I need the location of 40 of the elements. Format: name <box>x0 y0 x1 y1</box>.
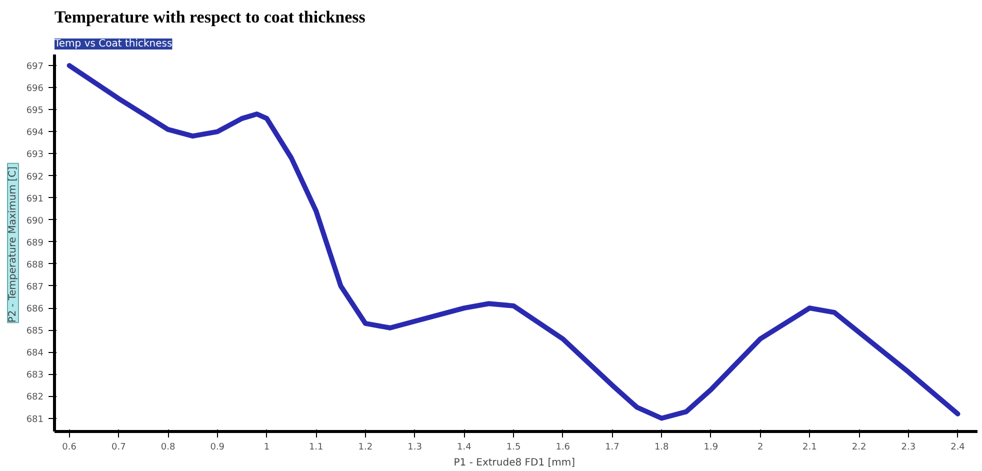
x-tick-label: 1.6 <box>556 442 570 452</box>
y-tick-label: 691 <box>26 194 44 204</box>
x-tick-label: 1.2 <box>358 442 373 452</box>
x-tick-label: 1.1 <box>308 442 324 452</box>
x-tick-label: 0.9 <box>210 442 225 452</box>
x-tick-label: 0.8 <box>160 442 176 452</box>
chart-subtitle: Temp vs Coat thickness <box>54 38 172 50</box>
x-tick-label: 2.4 <box>950 442 966 452</box>
y-axis-title: P2 - Temperature Maximum [C] <box>8 166 18 323</box>
y-tick-label: 682 <box>26 392 44 403</box>
y-tick-label: 690 <box>26 216 44 226</box>
chart-title: Temperature with respect to coat thickness <box>54 8 366 26</box>
y-tick-label: 684 <box>26 348 44 359</box>
y-tick-label: 688 <box>26 260 44 270</box>
y-tick-label: 693 <box>26 150 44 160</box>
y-tick-label: 697 <box>26 62 44 72</box>
x-tick-label: 2.2 <box>852 442 866 452</box>
y-tick-label: 683 <box>26 370 44 381</box>
x-tick-label: 2.3 <box>901 442 916 452</box>
x-tick-label: 0.7 <box>112 442 126 452</box>
x-axis-title: P1 - Extrude8 FD1 [mm] <box>454 458 576 468</box>
y-tick-label: 689 <box>26 238 44 248</box>
y-tick-label: 694 <box>26 128 44 138</box>
y-tick-label: 692 <box>26 172 44 182</box>
y-tick-label: 685 <box>26 326 44 337</box>
x-tick-label: 2.1 <box>802 442 817 452</box>
y-tick-label: 681 <box>26 414 44 425</box>
y-tick-label: 696 <box>26 84 44 94</box>
x-tick-label: 0.6 <box>62 442 77 452</box>
x-tick-label: 2 <box>757 442 764 452</box>
x-tick-label: 1 <box>264 442 270 452</box>
x-tick-label: 1.9 <box>704 442 718 452</box>
y-tick-label: 695 <box>26 106 44 116</box>
x-tick-label: 1.5 <box>506 442 521 452</box>
x-tick-label: 1.3 <box>408 442 422 452</box>
x-tick-label: 1.8 <box>654 442 670 452</box>
y-tick-label: 686 <box>26 304 44 315</box>
x-tick-label: 1.4 <box>457 442 472 452</box>
x-tick-label: 1.7 <box>605 442 620 452</box>
y-tick-label: 687 <box>26 282 44 292</box>
